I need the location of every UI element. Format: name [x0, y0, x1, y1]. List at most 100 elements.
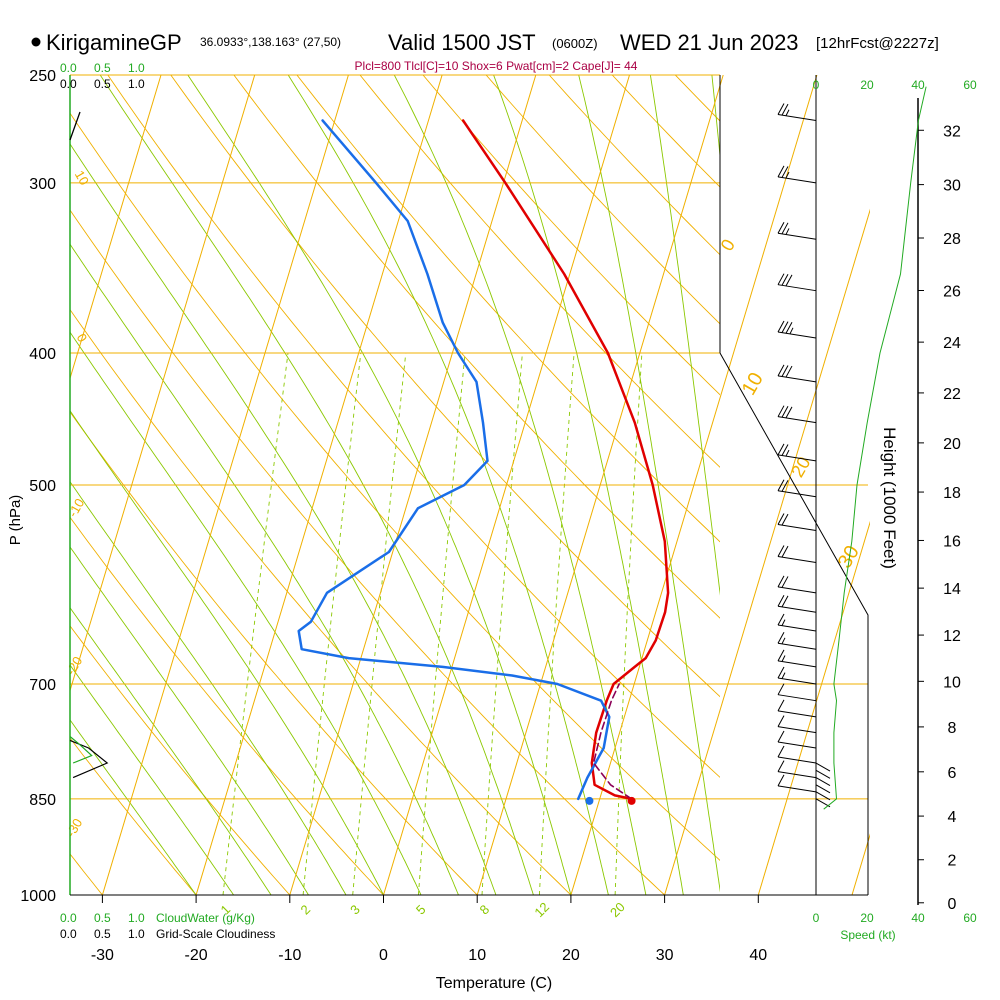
pressure-tick-400: 400: [29, 346, 56, 363]
speed-tick-bottom-60: 60: [963, 911, 977, 925]
moist-adiabat--20: [70, 719, 197, 895]
speed-tick-top-40: 40: [911, 78, 925, 92]
height-tick-28: 28: [943, 231, 961, 248]
isotherm-50: [851, 833, 870, 895]
moist-adiabat--16: [70, 664, 234, 895]
temp-tick--20: -20: [185, 947, 208, 964]
cloudwater-profile-line: [69, 736, 93, 764]
moist-adiabat-4: [70, 331, 422, 895]
moist-adiabat-28: [393, 75, 647, 895]
wind-barb: [777, 613, 817, 632]
moist-adiabat-32: [493, 75, 684, 895]
dry-adiabat-10: [70, 411, 478, 895]
surface-barb: [815, 791, 831, 801]
wind-barbs: [777, 103, 831, 808]
y-axis-title: P (hPa): [7, 495, 24, 546]
cloudiness-scale-bottom-0: 0.0: [60, 927, 77, 941]
height-tick-14: 14: [943, 581, 961, 598]
wind-barb: [777, 103, 817, 122]
dry-adiabat-0: [70, 516, 384, 895]
top-scales: 0.0 0.5 1.0 0.0 0.5 1.0 0 20 40 60: [60, 61, 977, 92]
moist-adiabat-8: [70, 243, 459, 895]
dry-adiabat-70: [233, 75, 720, 619]
wind-barb: [777, 364, 817, 383]
mixing-ratio-label-3: 3: [347, 902, 363, 918]
wind-barb: [777, 730, 817, 749]
height-tick-8: 8: [948, 720, 957, 737]
valid-date: WED 21 Jun 2023: [620, 30, 799, 55]
cloudiness-upper-segment: [69, 111, 81, 141]
chart-frame: [69, 75, 919, 905]
pressure-tick-250: 250: [29, 68, 56, 85]
height-tick-10: 10: [943, 674, 961, 691]
wind-barb: [777, 405, 817, 424]
mixing-ratio-label-20: 20: [607, 899, 628, 920]
wind-barb: [777, 273, 817, 292]
height-tick-32: 32: [943, 123, 961, 140]
speed-caption: Speed (kt): [840, 928, 895, 942]
wind-barb: [777, 221, 817, 240]
pressure-tick-1000: 1000: [20, 888, 56, 905]
pressure-tick-850: 850: [29, 792, 56, 809]
mixing-ratio-label-2: 2: [298, 902, 314, 918]
parcel-line: [592, 683, 633, 800]
height-tick-0: 0: [948, 896, 957, 913]
moist-adiabat-0: [70, 409, 384, 895]
moist-adiabat-20: [187, 75, 572, 895]
wind-barb: [777, 165, 817, 184]
height-tick-26: 26: [943, 284, 961, 301]
cloudiness-scale-top-2: 1.0: [128, 77, 145, 91]
dry-adiabat-40: [70, 112, 720, 861]
mixing-ratio-line-5: [417, 352, 466, 895]
valid-time: Valid 1500 JST: [388, 30, 536, 55]
cloudiness-scale-top-1: 0.5: [94, 77, 111, 91]
moist-adiabat--8: [70, 546, 309, 895]
upper-left-label-0: 10: [72, 168, 92, 188]
isotherm-label-30: 30: [834, 542, 864, 572]
wind-barb: [777, 760, 817, 779]
moist-adiabat-36: [578, 75, 720, 893]
wind-barb: [777, 631, 817, 650]
wind-barb: [777, 479, 817, 498]
mixing-ratio-label-5: 5: [413, 902, 429, 918]
speed-tick-bottom-20: 20: [860, 911, 874, 925]
cloud-scale-top-0: 0.0: [60, 61, 77, 75]
wind-barb: [777, 699, 817, 718]
speed-tick-top-60: 60: [963, 78, 977, 92]
cloud-scale-top-1: 0.5: [94, 61, 111, 75]
height-axis-title: Height (1000 Feet): [880, 427, 899, 569]
wind-barb: [777, 595, 817, 613]
dry-adiabat-180: [928, 75, 1000, 895]
surface-barb: [815, 762, 831, 772]
moist-adiabat--12: [70, 606, 272, 895]
height-tick-16: 16: [943, 533, 961, 550]
moist-adiabat-12: [70, 143, 497, 895]
temp-tick-40: 40: [749, 947, 767, 964]
wind-barb: [777, 774, 817, 793]
temperature-line: [461, 119, 670, 801]
cloudwater-caption: CloudWater (g/Kg): [156, 911, 255, 925]
surface-barb: [815, 784, 831, 794]
upper-left-label-1: 0: [74, 331, 91, 345]
height-tick-30: 30: [943, 178, 961, 195]
cloud-scale-bottom-0: 0.0: [60, 911, 77, 925]
speed-tick-top-20: 20: [860, 78, 874, 92]
isotherm--50: [70, 75, 162, 381]
moist-adiabat-40: [649, 75, 720, 596]
chart-header: KirigamineGP 36.0933°,138.163° (27,50) V…: [31, 30, 939, 73]
temp-tick-10: 10: [468, 947, 486, 964]
wind-barb: [777, 575, 817, 594]
cloud-scale-bottom-2: 1.0: [128, 911, 145, 925]
surface-temperature-marker: [627, 796, 636, 805]
moist-adiabat-24: [287, 75, 609, 895]
wind-barb: [777, 666, 817, 685]
mixing-ratio-label-12: 12: [531, 899, 552, 920]
sounding-series: [297, 119, 670, 805]
dry-adiabat-90: [359, 75, 720, 468]
dewpoint-line: [297, 119, 611, 801]
pressure-tick-300: 300: [29, 176, 56, 193]
stability-indices: Plcl=800 Tlcl[C]=10 Shox=6 Pwat[cm]=2 Ca…: [355, 59, 638, 73]
wind-barb: [777, 745, 817, 764]
cloudiness-scale-bottom-2: 1.0: [128, 927, 145, 941]
